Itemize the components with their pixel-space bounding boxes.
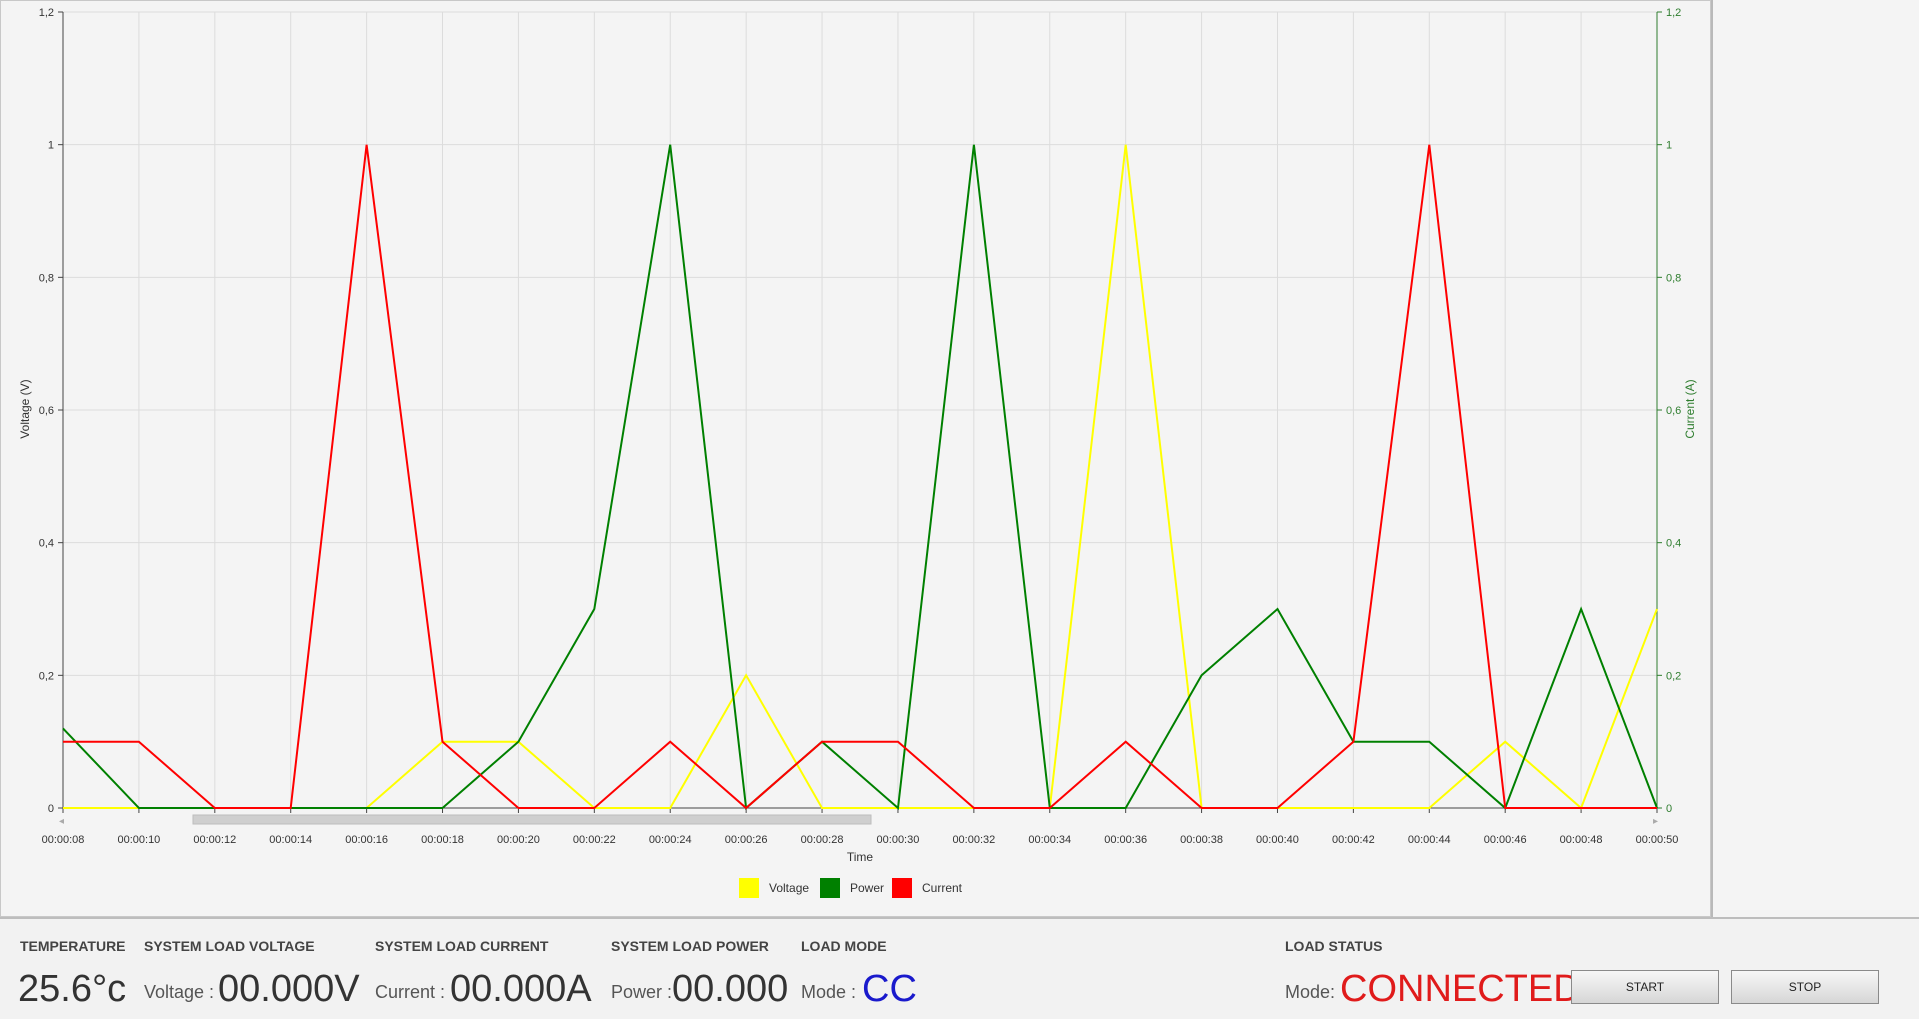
start-button[interactable]: START — [1571, 970, 1719, 1004]
load-status-value: CONNECTED — [1340, 968, 1581, 1010]
y2-axis-title: Current (A) — [1683, 379, 1697, 438]
y2-tick-label: 1,2 — [1666, 7, 1681, 19]
current-label: Current : — [375, 982, 446, 1002]
x-tick-label: 00:00:40 — [1256, 834, 1299, 846]
x-tick-label: 00:00:48 — [1560, 834, 1603, 846]
current-header: SYSTEM LOAD CURRENT — [375, 938, 549, 954]
y-tick-label: 0 — [48, 803, 54, 815]
legend-item-current: Current — [892, 878, 962, 898]
mode-header: LOAD MODE — [801, 938, 887, 954]
legend-item-voltage: Voltage — [739, 878, 809, 898]
legend-swatch — [739, 878, 759, 898]
series-line-power — [62, 144, 1658, 811]
y2-tick-label: 0 — [1666, 803, 1672, 815]
power-header: SYSTEM LOAD POWER — [611, 938, 769, 954]
x-tick-label: 00:00:16 — [345, 834, 388, 846]
current-value: 00.000A — [450, 968, 592, 1010]
scroll-left-icon: ◂ — [59, 816, 64, 827]
x-tick-label: 00:00:32 — [952, 834, 995, 846]
side-panel — [1711, 0, 1919, 917]
y-axis-title: Voltage (V) — [18, 379, 32, 438]
load-status-header: LOAD STATUS — [1285, 938, 1383, 954]
y2-tick-label: 0,2 — [1666, 670, 1681, 682]
x-tick-label: 00:00:20 — [497, 834, 540, 846]
x-tick-label: 00:00:46 — [1484, 834, 1527, 846]
y-tick-label: 0,6 — [39, 405, 54, 417]
power-value: 00.000 — [672, 968, 789, 1010]
y-tick-label: 1 — [48, 140, 54, 152]
x-tick-label: 00:00:18 — [421, 834, 464, 846]
y-tick-label: 0,8 — [39, 272, 54, 284]
y2-tick-label: 1 — [1666, 140, 1672, 152]
load-status-label: Mode: — [1285, 982, 1336, 1002]
temperature-value: 25.6°c — [18, 968, 127, 1010]
temperature-header: TEMPERATURE — [20, 938, 126, 954]
x-tick-label: 00:00:36 — [1104, 834, 1147, 846]
y2-tick-label: 0,6 — [1666, 405, 1681, 417]
legend-swatch — [820, 878, 840, 898]
voltage-value: 00.000V — [218, 968, 360, 1010]
x-tick-label: 00:00:26 — [725, 834, 768, 846]
scroll-right-icon: ▸ — [1653, 816, 1658, 827]
legend-label: Power — [850, 881, 885, 895]
voltage-header: SYSTEM LOAD VOLTAGE — [144, 938, 315, 954]
y-tick-label: 1,2 — [39, 7, 54, 19]
voltage-label: Voltage : — [144, 982, 215, 1002]
y2-tick-label: 0,8 — [1666, 272, 1681, 284]
x-tick-label: 00:00:08 — [42, 834, 85, 846]
x-tick-label: 00:00:12 — [193, 834, 236, 846]
mode-value: CC — [862, 968, 917, 1010]
y-tick-label: 0,2 — [39, 670, 54, 682]
mode-label: Mode : — [801, 982, 857, 1002]
legend-label: Current — [922, 881, 963, 895]
stop-button[interactable]: STOP — [1731, 970, 1879, 1004]
x-tick-label: 00:00:24 — [649, 834, 692, 846]
legend-item-power: Power — [820, 878, 884, 898]
x-tick-label: 00:00:22 — [573, 834, 616, 846]
x-tick-label: 00:00:42 — [1332, 834, 1375, 846]
line-chart: 00:00:08 00:00:10 00:00:12 00:00:14 00:00:16… — [18, 7, 1697, 864]
power-label: Power : — [611, 982, 673, 1002]
x-tick-label: 00:00:50 — [1636, 834, 1679, 846]
chart-scrollbar-thumb — [192, 814, 872, 825]
legend-label: Voltage — [769, 881, 810, 895]
x-tick-label: 00:00:28 — [801, 834, 844, 846]
series-line-current — [63, 144, 1657, 810]
x-tick-label: 00:00:44 — [1408, 834, 1451, 846]
y-tick-label: 0,4 — [39, 538, 54, 550]
x-tick-label: 00:00:34 — [1028, 834, 1071, 846]
x-tick-label: 00:00:30 — [877, 834, 920, 846]
x-tick-label: 00:00:38 — [1180, 834, 1223, 846]
x-axis-title: Time — [847, 850, 874, 864]
y2-tick-label: 0,4 — [1666, 538, 1681, 550]
x-tick-label: 00:00:14 — [269, 834, 312, 846]
legend-swatch — [892, 878, 912, 898]
x-tick-label: 00:00:10 — [117, 834, 160, 846]
chart-panel: 00:00:08 00:00:10 00:00:12 00:00:14 00:00:16… — [0, 0, 1711, 917]
